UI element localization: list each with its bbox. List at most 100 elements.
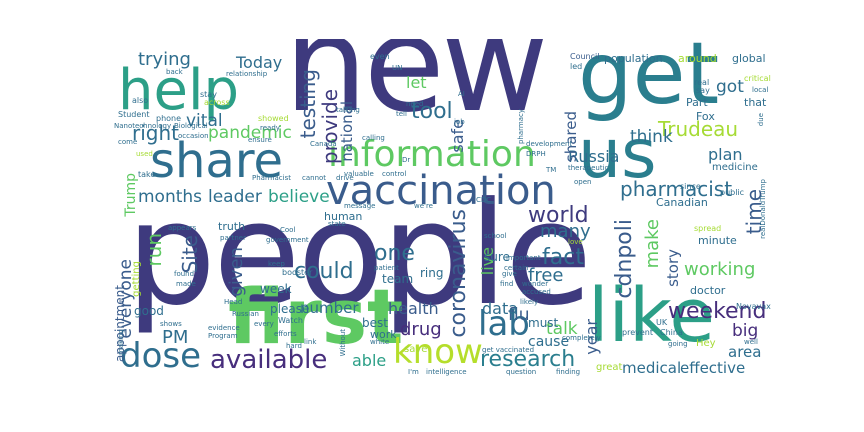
word-lab: lab bbox=[478, 304, 530, 344]
word-know: know bbox=[393, 332, 483, 372]
word-led: led bbox=[570, 62, 583, 71]
word-im: I'm bbox=[408, 368, 419, 376]
word-drph: DRPH bbox=[526, 150, 546, 158]
word-available: available bbox=[210, 345, 328, 375]
word-number: number bbox=[300, 299, 359, 317]
word-right: right bbox=[132, 121, 179, 145]
word-shared: shared bbox=[562, 111, 580, 163]
word-must: must bbox=[528, 316, 559, 330]
word-finding: finding bbox=[556, 368, 581, 376]
word-given: given bbox=[226, 247, 247, 297]
word-talk: talk bbox=[546, 319, 578, 339]
word-flu: flu bbox=[508, 305, 530, 325]
word-even: even bbox=[370, 52, 390, 61]
word-vaccination: vaccination bbox=[326, 168, 556, 214]
word-trying: trying bbox=[138, 49, 191, 70]
word-control: control bbox=[382, 170, 407, 178]
word-pharmacist: pharmacist bbox=[620, 177, 733, 201]
word-ready: ready bbox=[260, 124, 280, 132]
word-part: Part bbox=[686, 96, 708, 109]
word-medical: medical bbox=[622, 359, 682, 377]
word-trump: Trump bbox=[123, 173, 139, 217]
word-phone: phone bbox=[156, 114, 182, 123]
word-relationship: relationship bbox=[226, 70, 268, 78]
word-great: great bbox=[596, 362, 623, 373]
word-work: work bbox=[370, 328, 397, 341]
word-like: like bbox=[588, 273, 715, 359]
word-intelligence: intelligence bbox=[426, 368, 467, 376]
word-well: well bbox=[744, 338, 758, 346]
word-help: help bbox=[118, 58, 240, 123]
word-ensure: ensure bbox=[248, 136, 272, 144]
word-cause: cause bbox=[528, 334, 570, 350]
word-big: big bbox=[732, 321, 759, 341]
word-going: going bbox=[668, 340, 688, 348]
word-cannot: cannot bbox=[302, 174, 327, 182]
word-weekend: weekend bbox=[668, 299, 767, 324]
word-development: development bbox=[526, 140, 573, 148]
word-provide: provide bbox=[318, 89, 342, 165]
word-since: since bbox=[680, 182, 701, 191]
word-first: first bbox=[228, 272, 404, 361]
word-months: months bbox=[138, 187, 203, 207]
word-wonder: wonder bbox=[522, 280, 549, 288]
word-got: got bbox=[716, 77, 744, 97]
word-valuable: valuable bbox=[344, 170, 374, 178]
word-white: white bbox=[370, 338, 390, 346]
word-sure: sure bbox=[484, 250, 510, 264]
word-stay: stay bbox=[200, 90, 217, 99]
word-pharmacist-small: Pharmacist bbox=[252, 174, 291, 182]
word-drive: drive bbox=[336, 174, 354, 182]
word-link: link bbox=[304, 338, 317, 346]
word-share: share bbox=[150, 133, 284, 189]
word-free: free bbox=[528, 265, 564, 286]
word-information: information bbox=[328, 134, 536, 175]
word-think: think bbox=[630, 127, 673, 147]
word-good: good bbox=[134, 304, 164, 318]
word-story: story bbox=[664, 249, 682, 287]
word-certain: certain bbox=[504, 264, 529, 272]
word-tm: TM bbox=[546, 166, 557, 174]
word-showed: showed bbox=[258, 114, 289, 123]
word-cloud: people new get first like us help share … bbox=[108, 39, 778, 381]
word-people: people bbox=[126, 172, 592, 337]
word-likely: likely bbox=[520, 298, 539, 306]
word-doctor: doctor bbox=[690, 284, 726, 297]
word-please: please bbox=[270, 302, 310, 316]
word-come: come bbox=[118, 138, 138, 146]
word-partner: partner bbox=[220, 234, 246, 242]
word-dose: dose bbox=[120, 336, 202, 376]
word-human: human bbox=[324, 210, 363, 223]
word-team: team bbox=[382, 272, 414, 286]
word-working: working bbox=[684, 259, 756, 280]
word-could: could bbox=[294, 259, 354, 284]
word-also: also bbox=[132, 96, 149, 105]
word-accused: accused bbox=[522, 288, 551, 296]
word-new: new bbox=[284, 39, 549, 142]
word-let: let bbox=[406, 73, 427, 92]
word-booster: booster bbox=[282, 268, 313, 277]
word-medicine: medicine bbox=[712, 162, 758, 173]
word-coronavirus: coronavirus bbox=[446, 209, 471, 338]
word-fox: Fox bbox=[696, 110, 715, 123]
word-fact: fact bbox=[542, 245, 584, 270]
word-school: school bbox=[484, 232, 507, 240]
word-truth: truth bbox=[218, 220, 246, 233]
word-dr: Dr bbox=[402, 156, 411, 164]
word-vital: vital bbox=[186, 111, 223, 131]
word-council: Council bbox=[570, 52, 600, 61]
word-state: state bbox=[328, 220, 346, 228]
word-used: used bbox=[136, 150, 153, 158]
word-get: get bbox=[578, 39, 720, 124]
word-pm: PM bbox=[162, 327, 189, 348]
word-able: able bbox=[352, 351, 387, 370]
word-canadian: Canadian bbox=[656, 196, 708, 209]
word-make: make bbox=[642, 219, 663, 269]
word-drug: drug bbox=[400, 319, 442, 340]
word-making: making bbox=[117, 329, 125, 355]
word-getting: getting bbox=[131, 261, 142, 297]
word-save: save bbox=[404, 344, 428, 355]
word-cool: Cool bbox=[280, 226, 296, 234]
word-trudeau: Trudeau bbox=[658, 117, 739, 141]
word-around: around bbox=[678, 52, 717, 65]
